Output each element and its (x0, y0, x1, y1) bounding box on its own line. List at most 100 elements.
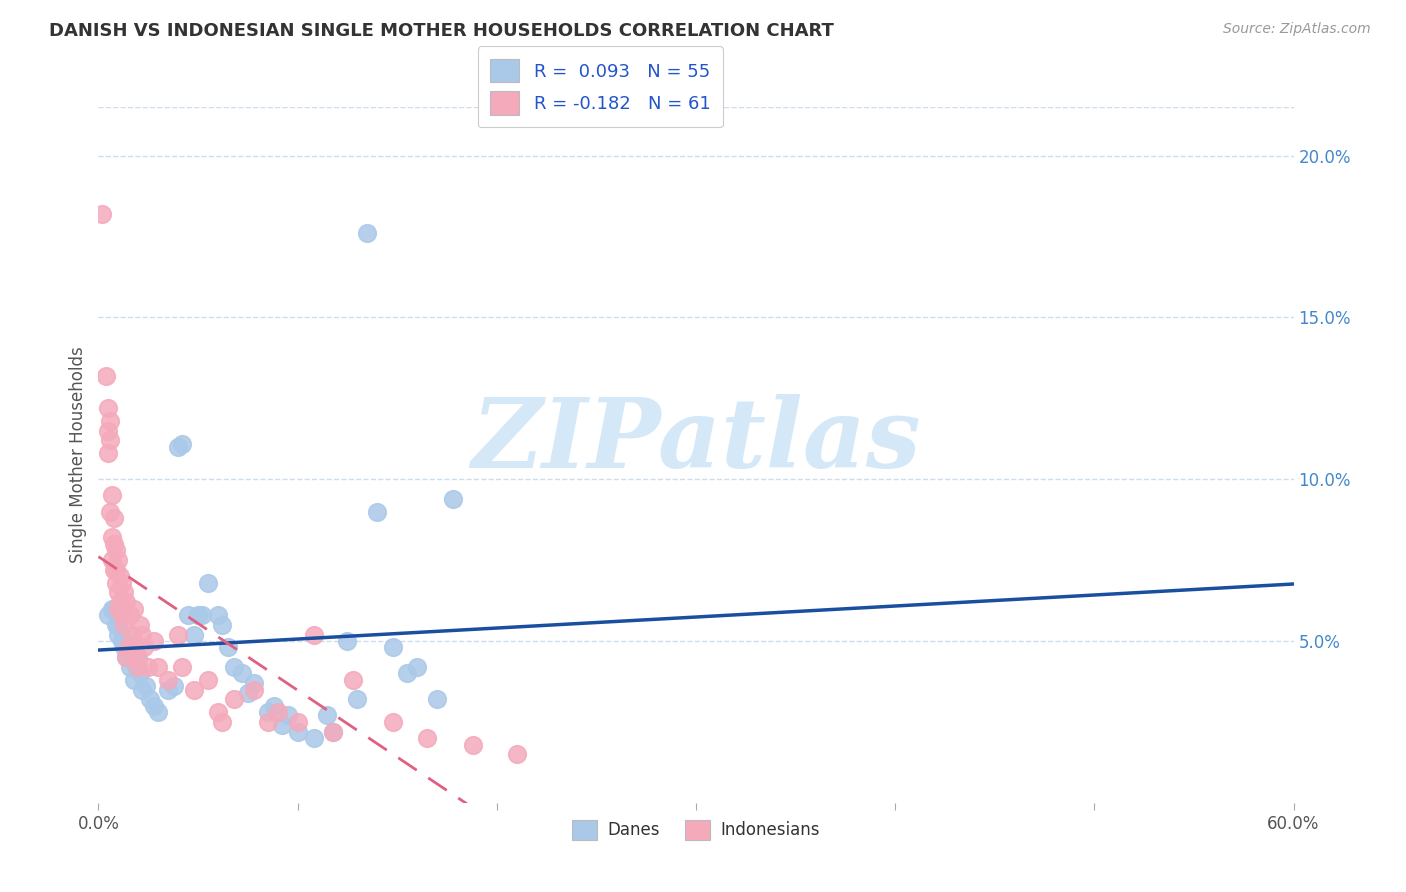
Point (416, 731, 439, 745)
Point (97, 424, 120, 438)
Point (111, 601, 134, 615)
Point (103, 601, 125, 615)
Point (441, 491, 464, 506)
Point (167, 440, 190, 454)
Point (105, 575, 128, 590)
Point (110, 608, 132, 623)
Point (277, 708, 299, 723)
Point (127, 650, 149, 665)
Point (124, 601, 146, 615)
Point (135, 679, 157, 693)
Point (267, 705, 290, 719)
Point (191, 608, 214, 623)
Point (143, 634, 166, 648)
Point (270, 718, 292, 732)
Point (187, 608, 209, 623)
Point (302, 731, 325, 745)
Point (98, 504, 122, 518)
Point (105, 543, 128, 558)
Legend: Danes, Indonesians: Danes, Indonesians (565, 813, 827, 847)
Point (143, 698, 166, 713)
Point (125, 650, 148, 665)
Point (167, 627, 190, 641)
Point (97, 446, 120, 460)
Point (342, 673, 364, 687)
Point (112, 585, 135, 599)
Y-axis label: Single Mother Households: Single Mother Households (69, 347, 87, 563)
Point (256, 705, 278, 719)
Point (101, 531, 124, 545)
Point (217, 640, 239, 655)
Point (396, 666, 419, 681)
Point (125, 660, 148, 674)
Point (426, 692, 449, 706)
Point (111, 575, 134, 590)
Point (111, 608, 134, 623)
Point (382, 714, 405, 729)
Point (287, 714, 309, 729)
Point (101, 488, 124, 502)
Point (222, 660, 245, 674)
Point (107, 627, 129, 641)
Point (157, 682, 180, 697)
Point (177, 608, 200, 623)
Point (506, 747, 529, 762)
Point (129, 617, 152, 632)
Point (157, 673, 180, 687)
Text: Source: ZipAtlas.com: Source: ZipAtlas.com (1223, 22, 1371, 37)
Point (98, 414, 122, 428)
Point (115, 650, 138, 665)
Point (172, 436, 194, 450)
Point (107, 553, 129, 567)
Point (211, 617, 233, 632)
Point (263, 698, 285, 713)
Point (97, 401, 120, 415)
Point (127, 660, 149, 674)
Point (366, 504, 388, 518)
Point (172, 660, 194, 674)
Point (336, 634, 359, 648)
Text: DANISH VS INDONESIAN SINGLE MOTHER HOUSEHOLDS CORRELATION CHART: DANISH VS INDONESIAN SINGLE MOTHER HOUSE… (49, 22, 834, 40)
Point (243, 682, 266, 697)
Point (148, 660, 170, 674)
Point (139, 692, 162, 706)
Point (207, 705, 229, 719)
Point (124, 640, 146, 655)
Point (231, 666, 253, 681)
Point (120, 608, 142, 623)
Point (256, 714, 278, 729)
Point (111, 634, 134, 648)
Point (322, 724, 344, 739)
Point (115, 650, 138, 665)
Point (131, 682, 153, 697)
Point (129, 666, 152, 681)
Point (110, 595, 132, 609)
Point (461, 738, 484, 752)
Text: ZIPatlas: ZIPatlas (471, 394, 921, 488)
Point (107, 601, 129, 615)
Point (236, 686, 259, 700)
Point (346, 692, 368, 706)
Point (121, 640, 143, 655)
Point (105, 617, 128, 632)
Point (121, 627, 143, 641)
Point (163, 679, 186, 693)
Point (316, 708, 339, 723)
Point (197, 673, 219, 687)
Point (98, 434, 122, 448)
Point (103, 563, 125, 577)
Point (120, 660, 142, 674)
Point (302, 627, 325, 641)
Point (134, 640, 156, 655)
Point (103, 537, 125, 551)
Point (406, 660, 429, 674)
Point (211, 714, 233, 729)
Point (356, 226, 378, 240)
Point (101, 553, 124, 567)
Point (207, 608, 229, 623)
Point (105, 563, 128, 577)
Point (107, 585, 129, 599)
Point (97, 608, 120, 623)
Point (112, 617, 135, 632)
Point (91, 207, 114, 221)
